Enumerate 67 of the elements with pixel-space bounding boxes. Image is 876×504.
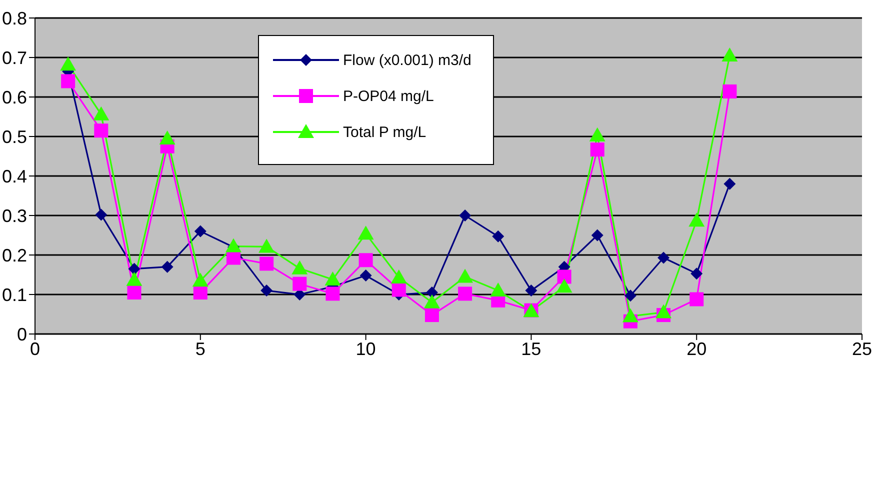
y-tick-label: 0.5 xyxy=(2,126,27,147)
point xyxy=(192,272,208,287)
point xyxy=(490,282,506,297)
point xyxy=(724,178,736,190)
point xyxy=(492,230,504,242)
point xyxy=(260,256,274,271)
point xyxy=(161,260,174,273)
point xyxy=(590,142,604,157)
point xyxy=(258,238,275,253)
point xyxy=(390,270,407,284)
point xyxy=(457,268,474,283)
y-tick-label: 0.1 xyxy=(2,284,27,305)
point xyxy=(60,56,76,71)
x-tick-label: 20 xyxy=(686,338,707,359)
x-tick-label: 15 xyxy=(521,338,542,359)
point xyxy=(690,292,704,306)
point xyxy=(624,290,636,302)
point xyxy=(260,284,273,297)
y-tick-label: 0.4 xyxy=(2,166,27,186)
point xyxy=(690,268,703,280)
point xyxy=(658,252,670,264)
point xyxy=(94,124,108,138)
y-tick-label: 0.7 xyxy=(2,48,27,68)
point xyxy=(688,212,705,227)
point xyxy=(424,294,440,308)
x-tick-label: 10 xyxy=(356,338,376,359)
point xyxy=(722,84,737,98)
point xyxy=(193,286,208,300)
point xyxy=(557,270,572,284)
legend-label: Total P mg/L xyxy=(343,124,426,140)
point xyxy=(61,74,76,88)
point xyxy=(159,130,176,144)
point xyxy=(589,127,606,142)
point xyxy=(225,238,242,252)
point xyxy=(128,262,140,275)
legend-label: Flow (x0.001) m3/d xyxy=(343,52,472,68)
point xyxy=(93,106,110,120)
point xyxy=(358,253,373,268)
point xyxy=(656,304,672,318)
point xyxy=(126,272,142,286)
x-tick-label: 5 xyxy=(195,338,206,359)
y-tick-label: 0.2 xyxy=(2,245,27,266)
y-tick-label: 0.8 xyxy=(2,8,27,28)
point xyxy=(525,284,538,297)
y-tick-label: 0 xyxy=(16,324,27,344)
y-tick-label: 0.6 xyxy=(2,87,27,108)
point xyxy=(358,226,374,240)
point xyxy=(556,278,572,293)
point xyxy=(292,276,307,291)
point xyxy=(95,208,108,221)
point xyxy=(424,308,439,322)
point xyxy=(360,270,372,282)
point xyxy=(324,271,341,286)
point xyxy=(326,286,340,301)
y-tick-label: 0.3 xyxy=(2,206,27,226)
point xyxy=(722,48,738,62)
point xyxy=(292,260,308,274)
point xyxy=(392,282,406,297)
point xyxy=(127,286,142,300)
point xyxy=(591,229,604,242)
x-tick-label: 0 xyxy=(30,338,40,359)
point xyxy=(622,308,638,322)
point xyxy=(194,225,206,238)
point xyxy=(459,210,472,222)
point xyxy=(458,286,472,301)
legend-label: P-OP04 mg/L xyxy=(343,88,434,104)
x-tick-label: 25 xyxy=(852,338,872,359)
